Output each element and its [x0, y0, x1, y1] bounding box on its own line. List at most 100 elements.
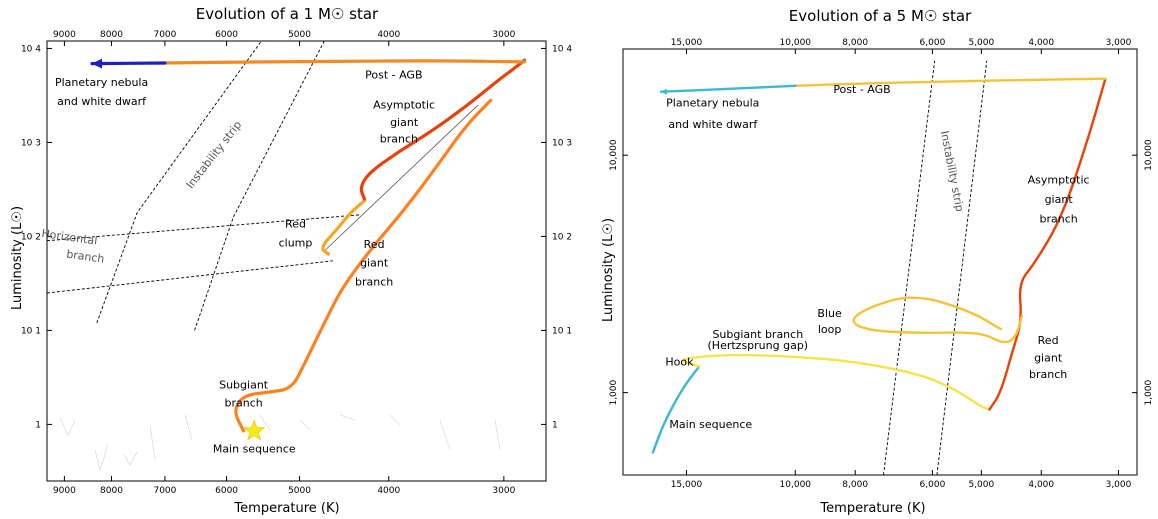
- chart-1-x-tick-label: 6000: [215, 486, 238, 496]
- chart-1-horizontal-branch-line: [46, 260, 333, 294]
- chart-5-xlabel: Temperature (K): [819, 501, 925, 516]
- chart-5-x-tick-label: 3,000: [1106, 480, 1132, 490]
- chart-5-track-series-2: [988, 77, 1107, 411]
- chart-1-x-tick-label: 4000: [377, 486, 400, 496]
- chart-5-track-series-0: [651, 365, 701, 454]
- chart-1-annotation: Asymptotic: [373, 98, 435, 111]
- chart-5-annotation: Subgiant branch: [712, 328, 803, 341]
- chart-1-instability-strip-line: [194, 40, 325, 331]
- chart-1-x-tick-label-top: 5000: [288, 30, 311, 40]
- chart-1-y-tick-label: 10 2: [21, 232, 41, 242]
- chart-5-instability-strip-line: [883, 60, 936, 476]
- chart-1-title: Evolution of a 1 M☉ star: [196, 5, 379, 23]
- chart-1-annotation: giant: [360, 256, 389, 269]
- chart-1-annotation: branch: [355, 276, 393, 289]
- chart-5-annotation: Hook: [665, 356, 694, 369]
- chart-1-annotation: giant: [390, 116, 419, 129]
- chart-5-ylabel: Luminosity (L☉): [601, 218, 616, 322]
- chart-5-track-series-1: [682, 353, 991, 411]
- chart-1-annotation: Red: [364, 238, 385, 251]
- chart-1-xlabel: Temperature (K): [233, 501, 339, 516]
- chart-5-instability-strip-line: [936, 60, 988, 476]
- chart-1-x-tick-label: 5000: [288, 486, 311, 496]
- chart-1-annotation: Main sequence: [213, 443, 296, 456]
- chart-1-x-tick-label-top: 4000: [377, 30, 400, 40]
- chart-5-y-tick-label-right: 10,000: [1144, 139, 1154, 171]
- chart-1-x-tick-label-top: 6000: [215, 30, 238, 40]
- chart-1-arrow-head: [91, 58, 102, 69]
- chart-1-annotation: Instability strip: [184, 118, 245, 191]
- chart-5-track-series-5: [659, 84, 797, 93]
- chart-1-guide-line: [323, 104, 479, 252]
- chart-5-x-tick-label-top: 10,000: [780, 38, 812, 48]
- chart-1-annotation: branch: [66, 248, 106, 266]
- chart-1-y-tick-label: 10 3: [21, 138, 41, 148]
- chart-5-x-tick-label: 15,000: [671, 480, 703, 490]
- chart-1-annotation: Planetary nebula: [55, 76, 148, 89]
- chart-1-x-tick-label: 3000: [492, 486, 515, 496]
- chart-5-annotation: giant: [1045, 193, 1074, 206]
- chart-1-y-tick-label-right: 10 1: [552, 326, 572, 336]
- chart-5-x-tick-label: 6,000: [920, 480, 946, 490]
- chart-5-annotation: Blue: [817, 307, 842, 320]
- chart-1-annotation: Subgiant: [219, 379, 269, 392]
- chart-1-track-series-1: [321, 199, 367, 256]
- chart-5-y-tick-label: 1,000: [609, 379, 619, 405]
- chart-1-track-series-0: [234, 98, 493, 433]
- chart-5-annotation: giant: [1034, 352, 1063, 365]
- chart-1-track-series-3: [163, 59, 526, 65]
- chart-1-annotation: clump: [279, 237, 313, 250]
- chart-1-y-tick-label-right: 10 4: [552, 44, 572, 54]
- chart-1-y-tick-label-right: 10 3: [552, 138, 572, 148]
- chart-1-annotation: Red: [285, 217, 306, 230]
- chart-5-annotation: branch: [1029, 368, 1067, 381]
- chart-5-annotation: Planetary nebula: [666, 97, 759, 110]
- chart-1-solar-mass: Evolution of a 1 M☉ star Temperature (K)…: [10, 5, 572, 516]
- chart-5-annotation: (Hertzsprung gap): [707, 339, 808, 352]
- chart-1-x-tick-label: 8000: [100, 486, 123, 496]
- chart-5-x-tick-label: 4,000: [1028, 480, 1054, 490]
- chart-5-annotation: Red: [1038, 334, 1059, 347]
- chart-5-annotation: Main sequence: [669, 418, 752, 431]
- chart-1-track-series-4: [90, 61, 167, 66]
- chart-5-annotation: Asymptotic: [1028, 174, 1090, 187]
- chart-1-ylabel: Luminosity (L☉): [10, 206, 25, 310]
- chart-1-x-tick-label: 9000: [53, 486, 76, 496]
- chart-1-x-tick-label-top: 7000: [153, 30, 176, 40]
- chart-5-annotation: branch: [1039, 213, 1077, 226]
- chart-5-track-series-3: [852, 296, 1023, 344]
- chart-5-x-tick-label-top: 6,000: [920, 38, 946, 48]
- chart-1-instability-strip-line: [96, 40, 262, 324]
- chart-5-plot-frame: [622, 48, 1138, 476]
- chart-1-track-series-2: [359, 58, 526, 201]
- chart-5-x-tick-label-top: 3,000: [1106, 38, 1132, 48]
- chart-1-y-tick-label: 10 4: [21, 44, 41, 54]
- chart-5-x-tick-label: 5,000: [968, 480, 994, 490]
- chart-1-y-tick-label-right: 10 2: [552, 232, 572, 242]
- chart-1-plot-frame: [46, 40, 547, 482]
- chart-5-arrow-head: [660, 88, 667, 95]
- chart-5-solar-mass: Evolution of a 5 M☉ star Temperature (K)…: [601, 7, 1154, 516]
- chart-5-x-tick-label-top: 5,000: [968, 38, 994, 48]
- chart-1-y-tick-label: 10 1: [21, 326, 41, 336]
- chart-5-y-tick-label-right: 1,000: [1144, 379, 1154, 405]
- chart-1-faint-background: [59, 414, 501, 472]
- chart-5-x-tick-label: 8,000: [842, 480, 868, 490]
- chart-5-annotation: loop: [818, 323, 842, 336]
- chart-1-x-tick-label: 7000: [153, 486, 176, 496]
- chart-1-annotation: branch: [380, 132, 418, 145]
- chart-5-x-tick-label-top: 4,000: [1028, 38, 1054, 48]
- chart-5-x-tick-label: 10,000: [780, 480, 812, 490]
- chart-1-x-tick-label-top: 3000: [492, 30, 515, 40]
- chart-5-y-tick-label: 10,000: [609, 139, 619, 171]
- chart-5-track-series-4: [794, 77, 1107, 87]
- chart-1-horizontal-branch-line: [46, 214, 360, 242]
- chart-1-main-sequence-star-icon: [242, 419, 266, 441]
- chart-5-annotation: and white dwarf: [668, 118, 758, 131]
- chart-1-annotation: Post - AGB: [365, 68, 422, 81]
- chart-5-x-tick-label-top: 8,000: [842, 38, 868, 48]
- chart-5-annotation: Post - AGB: [833, 83, 890, 96]
- chart-5-annotation: Instability strip: [938, 130, 966, 213]
- chart-1-x-tick-label-top: 9000: [53, 30, 76, 40]
